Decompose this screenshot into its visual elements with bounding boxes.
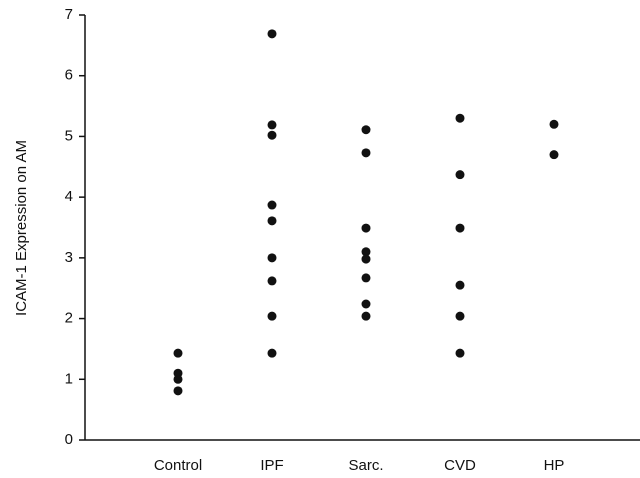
data-point [173,386,183,396]
x-tick-label: HP [544,457,565,474]
data-point [267,200,277,210]
y-tick-label: 4 [65,188,73,205]
data-point [267,29,277,39]
data-point [455,113,465,123]
data-point [173,374,183,384]
data-point [267,311,277,321]
data-point [549,119,559,129]
data-point [361,311,371,321]
data-point [267,130,277,140]
x-tick-label: CVD [444,457,476,474]
y-tick-label: 7 [65,6,73,23]
data-point [361,299,371,309]
data-point [267,276,277,286]
data-point [361,247,371,257]
y-axis-label: ICAM-1 Expression on AM [13,140,30,316]
x-tick-label: IPF [260,457,283,474]
y-tick-label: 2 [65,310,73,327]
data-point [173,348,183,358]
data-point [361,273,371,283]
data-point [549,150,559,160]
data-point [267,216,277,226]
data-point [267,348,277,358]
y-tick-label: 0 [65,431,73,448]
data-point [361,254,371,264]
data-point [361,125,371,135]
data-point [455,170,465,180]
y-tick-label: 6 [65,67,73,84]
data-point [267,253,277,263]
x-tick-label: Sarc. [348,457,383,474]
data-point [267,120,277,130]
x-tick-label: Control [154,457,202,474]
y-tick-label: 3 [65,249,73,266]
data-point [455,348,465,358]
data-point [361,223,371,233]
data-point [455,223,465,233]
y-tick-label: 1 [65,370,73,387]
y-tick-label: 5 [65,127,73,144]
data-point [455,280,465,290]
data-point [361,148,371,158]
data-point [455,311,465,321]
